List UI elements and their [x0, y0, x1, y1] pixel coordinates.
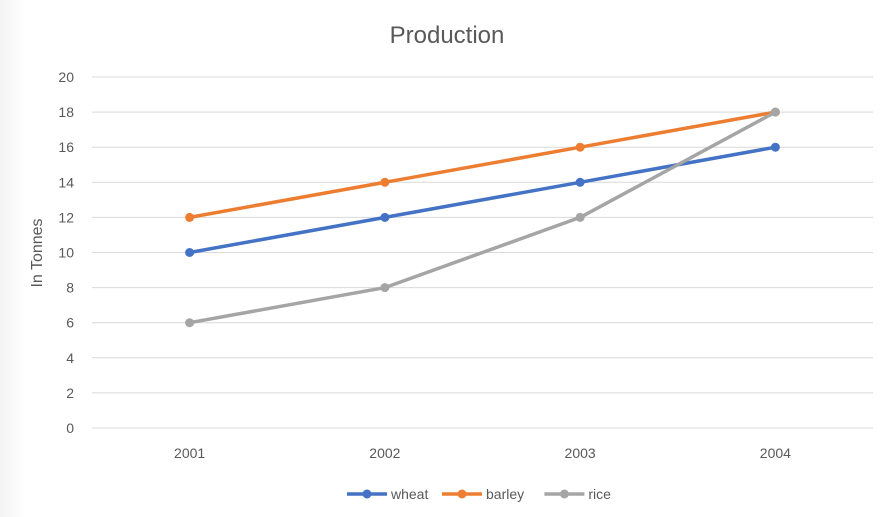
- y-tick-label: 10: [58, 245, 74, 261]
- x-tick-label: 2002: [369, 445, 400, 461]
- data-point: [185, 212, 195, 222]
- data-point: [380, 212, 390, 222]
- series-wheat: [185, 142, 780, 257]
- series-barley: [185, 107, 780, 222]
- y-tick-label: 16: [58, 139, 74, 155]
- series-lines: [185, 107, 780, 328]
- chart-title: Production: [390, 22, 505, 49]
- x-tick-label: 2004: [760, 445, 791, 461]
- legend-label: barley: [486, 486, 524, 502]
- y-tick-label: 12: [58, 209, 74, 225]
- y-tick-label: 0: [66, 420, 74, 436]
- y-axis-label: In Tonnes: [29, 218, 46, 287]
- legend-item-rice[interactable]: rice: [544, 486, 611, 502]
- data-point: [380, 177, 390, 187]
- x-tick-label: 2003: [565, 445, 596, 461]
- legend-swatch-marker: [457, 489, 467, 499]
- y-tick-label: 14: [58, 174, 74, 190]
- legend-swatch-marker: [362, 489, 372, 499]
- y-tick-label: 4: [66, 350, 74, 366]
- legend-label: rice: [588, 486, 611, 502]
- legend-item-barley[interactable]: barley: [442, 486, 524, 502]
- legend[interactable]: wheat barley rice: [347, 486, 611, 502]
- data-point: [770, 107, 780, 117]
- legend-swatch-marker: [559, 489, 569, 499]
- series-line: [187, 110, 778, 325]
- data-point: [185, 248, 195, 257]
- data-point: [575, 142, 585, 152]
- y-tick-label: 8: [66, 280, 74, 296]
- data-point: [185, 318, 195, 328]
- y-tick-label: 18: [58, 104, 74, 120]
- x-axis-ticks: 2001 2002 2003 2004: [174, 445, 791, 461]
- x-tick-label: 2001: [174, 445, 205, 461]
- data-point: [380, 283, 390, 293]
- data-point: [575, 177, 585, 187]
- y-tick-label: 6: [66, 315, 74, 331]
- series-rice: [185, 107, 780, 328]
- series-line: [187, 110, 778, 220]
- y-tick-label: 20: [58, 69, 74, 85]
- y-tick-label: 2: [66, 385, 74, 401]
- data-point: [575, 212, 585, 222]
- y-axis-ticks: 0 2 4 6 8 10 12 14 16 18 20: [58, 69, 74, 436]
- legend-label: wheat: [390, 486, 428, 502]
- legend-item-wheat[interactable]: wheat: [347, 486, 428, 502]
- data-point: [770, 142, 780, 152]
